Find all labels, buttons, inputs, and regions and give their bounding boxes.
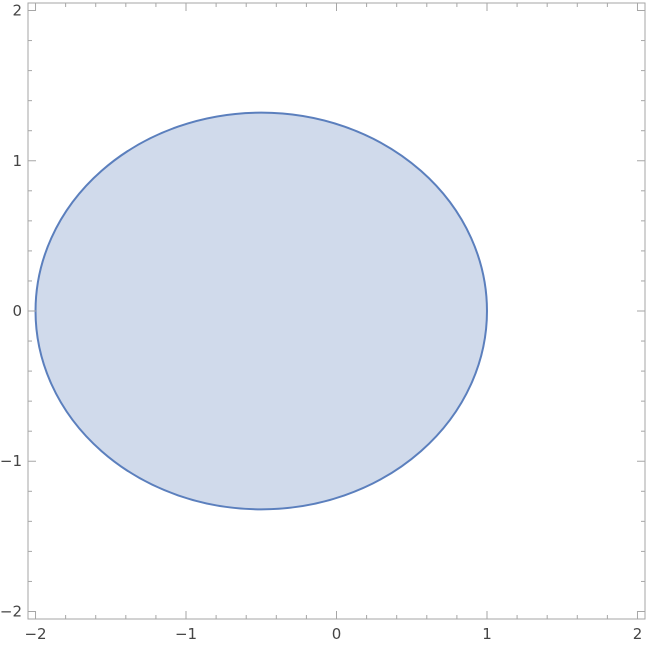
y-tick-label: 1 [12, 152, 22, 170]
x-tick-label: −2 [24, 625, 46, 643]
y-tick-label: −2 [0, 602, 22, 620]
x-tick-label: 1 [482, 625, 492, 643]
plot-frame [27, 2, 646, 620]
region-ellipse [34, 111, 488, 511]
y-tick-label: 2 [12, 2, 22, 20]
y-tick-label: −1 [0, 452, 22, 470]
x-tick-label: 2 [633, 625, 643, 643]
x-tick-label: −1 [175, 625, 197, 643]
y-tick-label: 0 [12, 302, 22, 320]
x-tick-label: 0 [332, 625, 342, 643]
ticks-layer [28, 3, 645, 619]
region-layer [34, 111, 488, 511]
